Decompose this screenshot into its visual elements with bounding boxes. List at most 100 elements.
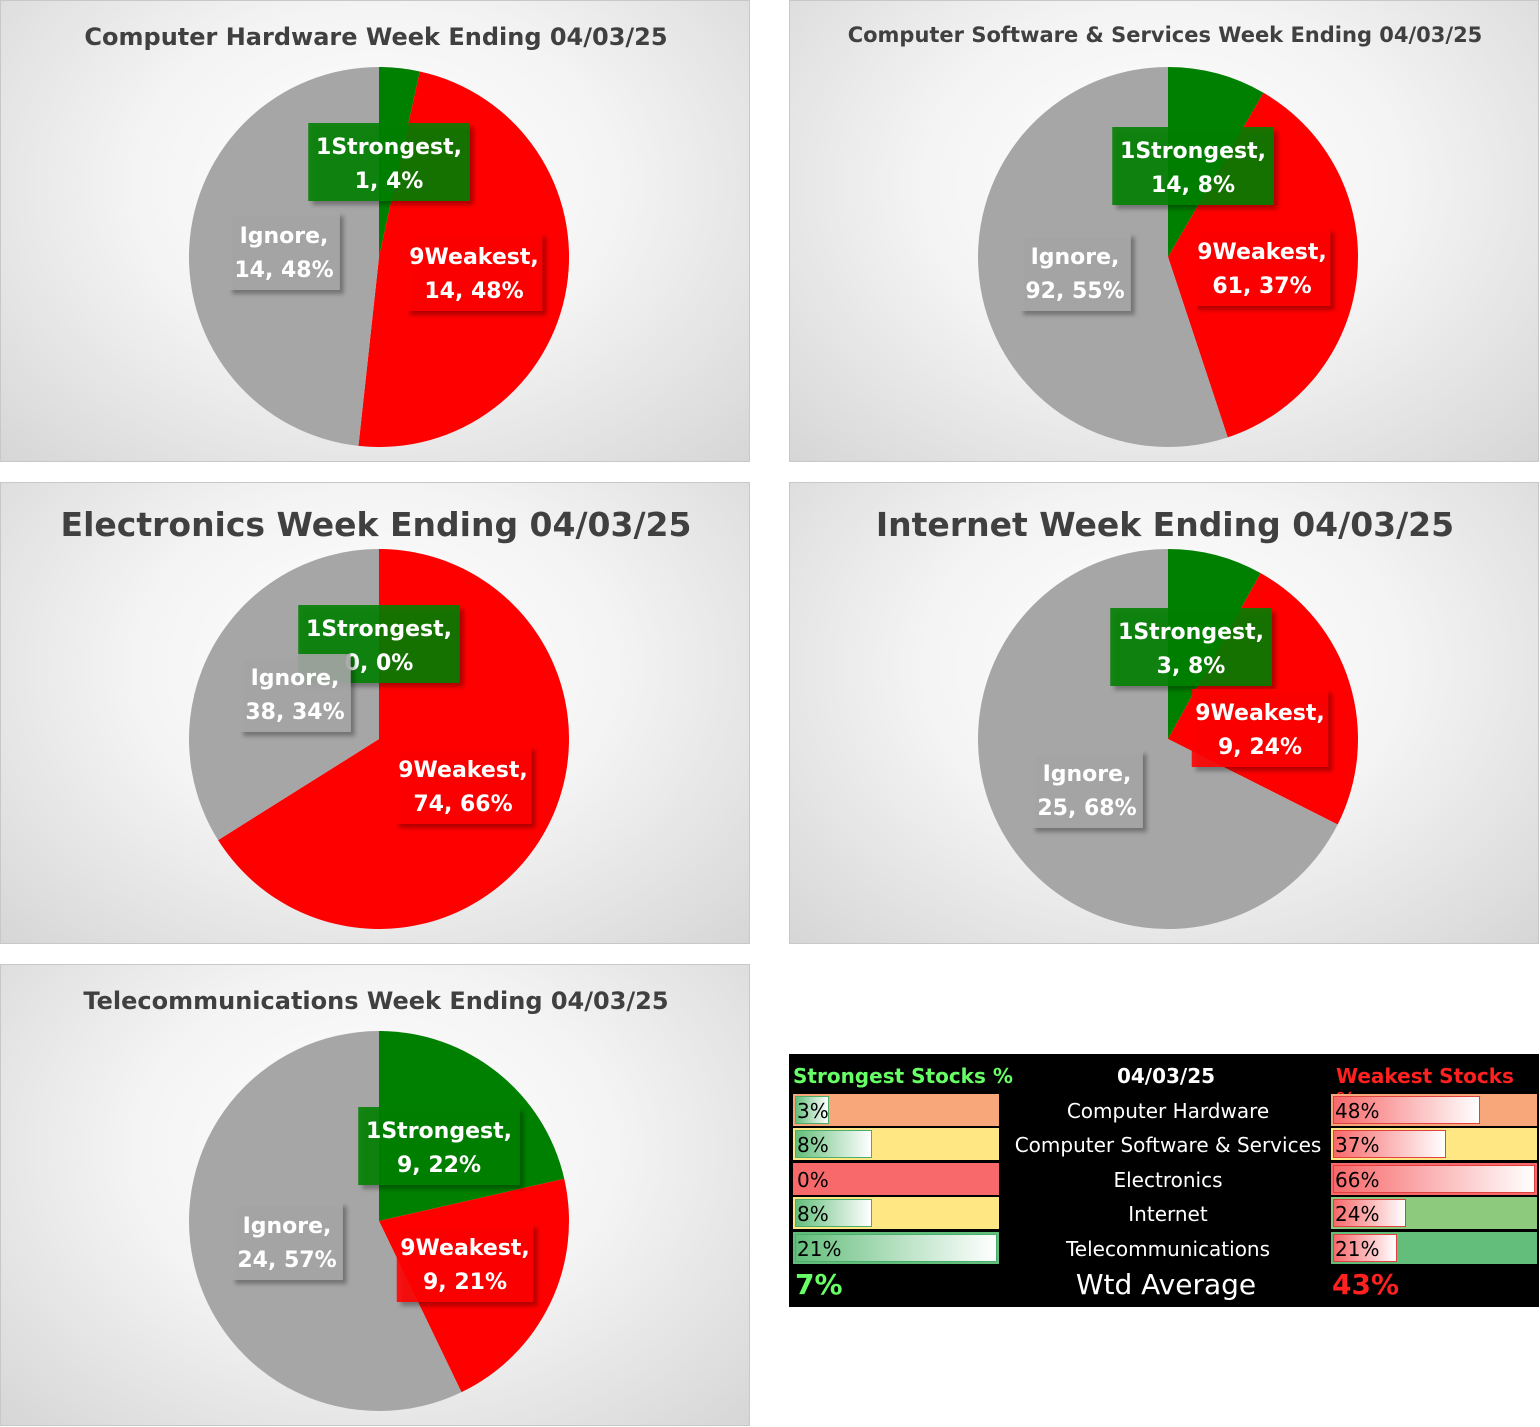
strongest-bar [795, 1130, 872, 1159]
summary-row-electronics: 0% Electronics 66% [793, 1162, 1537, 1195]
data-label-name: 9Weakest, [1195, 701, 1325, 726]
data-label-name: Ignore, [240, 224, 329, 249]
data-label-box [1112, 127, 1274, 205]
header-strongest: Strongest Stocks % [793, 1064, 1013, 1088]
chart-panel-internet: Internet Week Ending 04/03/25 1Strongest,… [789, 482, 1539, 944]
data-label-value: 24, 57% [237, 1248, 336, 1273]
data-label-1strongest: 1Strongest, 0, 0% [298, 605, 460, 683]
data-label-value: 25, 68% [1037, 796, 1136, 821]
summary-row-telecommunications: 21% Telecommunications 21% [793, 1231, 1537, 1264]
data-label-value: 0, 0% [345, 651, 414, 676]
data-label-9weakest: 9Weakest, 14, 48% [405, 233, 543, 311]
sector-name: Computer Software & Services [1014, 1133, 1322, 1158]
data-label-box [394, 746, 532, 824]
data-label-box [308, 123, 470, 201]
pie-chart-computer-software: Computer Software & Services Week Ending… [848, 23, 1482, 447]
pie-chart-computer-hardware: Computer Hardware Week Ending 04/03/25 1S… [84, 23, 668, 448]
weakest-bar [1333, 1199, 1407, 1228]
weakest-percent: 21% [1335, 1236, 1380, 1261]
data-label-value: 92, 55% [1025, 279, 1124, 304]
summary-row-internet: 8% Internet 24% [793, 1197, 1537, 1230]
data-label-name: Ignore, [1031, 245, 1120, 270]
weakest-cell: 66% [1331, 1162, 1537, 1195]
summary-row-computer-software-services: 8% Computer Software & Services 37% [793, 1128, 1537, 1161]
data-label-value: 14, 8% [1151, 173, 1235, 198]
strongest-cell: 8% [793, 1197, 999, 1230]
weakest-cell: 48% [1331, 1094, 1537, 1126]
strongest-percent: 8% [797, 1133, 829, 1158]
pie-chart-internet: Internet Week Ending 04/03/25 1Strongest,… [876, 505, 1454, 929]
weakest-cell: 24% [1331, 1197, 1537, 1230]
data-label-box [228, 212, 340, 290]
data-label-name: 1Strongest, [306, 617, 452, 642]
pie-slice-ignore [978, 549, 1338, 929]
strongest-cell: 8% [793, 1128, 999, 1161]
avg-strongest: 7% [795, 1268, 843, 1301]
data-label-value: 9, 22% [397, 1153, 481, 1178]
chart-title: Electronics Week Ending 04/03/25 [61, 505, 692, 544]
chart-title: Internet Week Ending 04/03/25 [876, 505, 1454, 544]
avg-label: Wtd Average [1075, 1268, 1257, 1301]
avg-weakest: 43% [1332, 1268, 1400, 1301]
chart-panel-computer-software: Computer Software & Services Week Ending… [789, 0, 1539, 462]
weakest-bar [1333, 1130, 1447, 1159]
data-label-1strongest: 1Strongest, 1, 4% [308, 123, 470, 201]
strongest-bar [795, 1096, 829, 1124]
weakest-percent: 66% [1335, 1167, 1380, 1192]
data-label-ignore: Ignore, 25, 68% [1031, 750, 1143, 828]
chart-panel-computer-hardware: Computer Hardware Week Ending 04/03/25 1S… [0, 0, 750, 462]
pie-slice-9weakest [218, 549, 569, 929]
data-label-name: 1Strongest, [366, 1119, 512, 1144]
strongest-cell: 3% [793, 1094, 999, 1126]
strongest-cell: 0% [793, 1162, 999, 1195]
data-label-name: Ignore, [1043, 762, 1132, 787]
pie-chart-telecommunications: Telecommunications Week Ending 04/03/25 1… [83, 987, 669, 1411]
data-label-value: 38, 34% [245, 700, 344, 725]
chart-title: Computer Hardware Week Ending 04/03/25 [84, 23, 667, 51]
pie-chart-electronics: Electronics Week Ending 04/03/25 1Stronge… [61, 505, 692, 929]
data-label-name: 9Weakest, [1197, 240, 1327, 265]
data-label-ignore: Ignore, 14, 48% [228, 212, 340, 290]
strongest-percent: 8% [797, 1202, 829, 1227]
data-label-value: 9, 21% [423, 1270, 507, 1295]
data-label-name: 9Weakest, [409, 245, 539, 270]
data-label-name: 1Strongest, [1118, 620, 1264, 645]
data-label-9weakest: 9Weakest, 9, 24% [1191, 689, 1329, 767]
strongest-percent: 0% [797, 1167, 829, 1192]
chart-title: Telecommunications Week Ending 04/03/25 [83, 987, 668, 1015]
strongest-percent: 21% [797, 1236, 842, 1261]
data-label-name: Ignore, [251, 666, 340, 691]
data-label-ignore: Ignore, 92, 55% [1019, 233, 1131, 311]
strongest-percent: 3% [797, 1099, 829, 1123]
weakest-bar [1333, 1233, 1398, 1262]
data-label-value: 61, 37% [1212, 274, 1311, 299]
weakest-bar [1333, 1096, 1480, 1124]
data-label-box [1193, 228, 1331, 306]
weakest-cell: 37% [1331, 1128, 1537, 1161]
data-label-name: 9Weakest, [398, 758, 528, 783]
summary-row-computer-hardware: 3% Computer Hardware 48% [793, 1094, 1537, 1126]
data-label-box [239, 654, 351, 732]
data-label-name: 9Weakest, [400, 1236, 530, 1261]
sector-name: Internet [1128, 1202, 1208, 1227]
header-date: 04/03/25 [1116, 1064, 1216, 1088]
data-label-name: Ignore, [243, 1214, 332, 1239]
data-label-9weakest: 9Weakest, 9, 21% [396, 1224, 534, 1302]
strongest-bar [795, 1233, 997, 1262]
weakest-percent: 37% [1335, 1133, 1380, 1158]
data-label-1strongest: 1Strongest, 9, 22% [358, 1107, 520, 1185]
data-label-value: 14, 48% [234, 258, 333, 283]
data-label-ignore: Ignore, 38, 34% [239, 654, 351, 732]
data-label-1strongest: 1Strongest, 14, 8% [1112, 127, 1274, 205]
data-label-1strongest: 1Strongest, 3, 8% [1110, 608, 1272, 686]
chart-panel-telecommunications: Telecommunications Week Ending 04/03/25 1… [0, 964, 750, 1426]
sector-name: Electronics [1113, 1167, 1223, 1192]
chart-panel-electronics: Electronics Week Ending 04/03/25 1Stronge… [0, 482, 750, 944]
data-label-value: 14, 48% [424, 279, 523, 304]
sector-name: Telecommunications [1065, 1236, 1271, 1261]
data-label-value: 74, 66% [413, 792, 512, 817]
data-label-value: 9, 24% [1218, 735, 1302, 760]
data-label-box [1191, 689, 1329, 767]
data-label-name: 1Strongest, [1120, 139, 1266, 164]
data-label-box [1019, 233, 1131, 311]
